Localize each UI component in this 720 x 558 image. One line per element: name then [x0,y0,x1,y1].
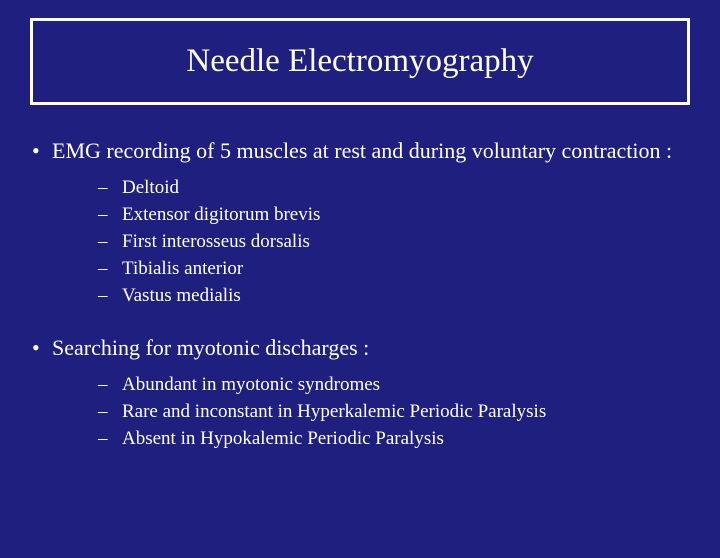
sub-item: – Absent in Hypokalemic Periodic Paralys… [98,426,692,451]
sub-text: Abundant in myotonic syndromes [122,372,380,397]
slide-content: • EMG recording of 5 muscles at rest and… [0,105,720,451]
title-box: Needle Electromyography [30,18,690,105]
sub-marker: – [98,202,122,227]
sub-marker: – [98,372,122,397]
sub-text: Deltoid [122,175,179,200]
slide-title: Needle Electromyography [43,43,677,80]
sub-list: – Deltoid – Extensor digitorum brevis – … [98,175,692,308]
sub-marker: – [98,426,122,451]
sub-marker: – [98,399,122,424]
bullet-item: • EMG recording of 5 muscles at rest and… [28,137,692,165]
bullet-text: EMG recording of 5 muscles at rest and d… [52,137,672,165]
sub-item: – Abundant in myotonic syndromes [98,372,692,397]
sub-marker: – [98,256,122,281]
bullet-marker: • [28,137,52,165]
sub-marker: – [98,175,122,200]
sub-item: – Vastus medialis [98,283,692,308]
sub-text: First interosseus dorsalis [122,229,310,254]
sub-text: Vastus medialis [122,283,241,308]
sub-marker: – [98,229,122,254]
sub-list: – Abundant in myotonic syndromes – Rare … [98,372,692,451]
sub-text: Extensor digitorum brevis [122,202,320,227]
sub-item: – First interosseus dorsalis [98,229,692,254]
sub-item: – Deltoid [98,175,692,200]
sub-text: Absent in Hypokalemic Periodic Paralysis [122,426,444,451]
sub-text: Tibialis anterior [122,256,243,281]
sub-item: – Rare and inconstant in Hyperkalemic Pe… [98,399,692,424]
sub-item: – Extensor digitorum brevis [98,202,692,227]
bullet-marker: • [28,334,52,362]
bullet-text: Searching for myotonic discharges : [52,334,369,362]
sub-text: Rare and inconstant in Hyperkalemic Peri… [122,399,546,424]
bullet-item: • Searching for myotonic discharges : [28,334,692,362]
sub-marker: – [98,283,122,308]
sub-item: – Tibialis anterior [98,256,692,281]
